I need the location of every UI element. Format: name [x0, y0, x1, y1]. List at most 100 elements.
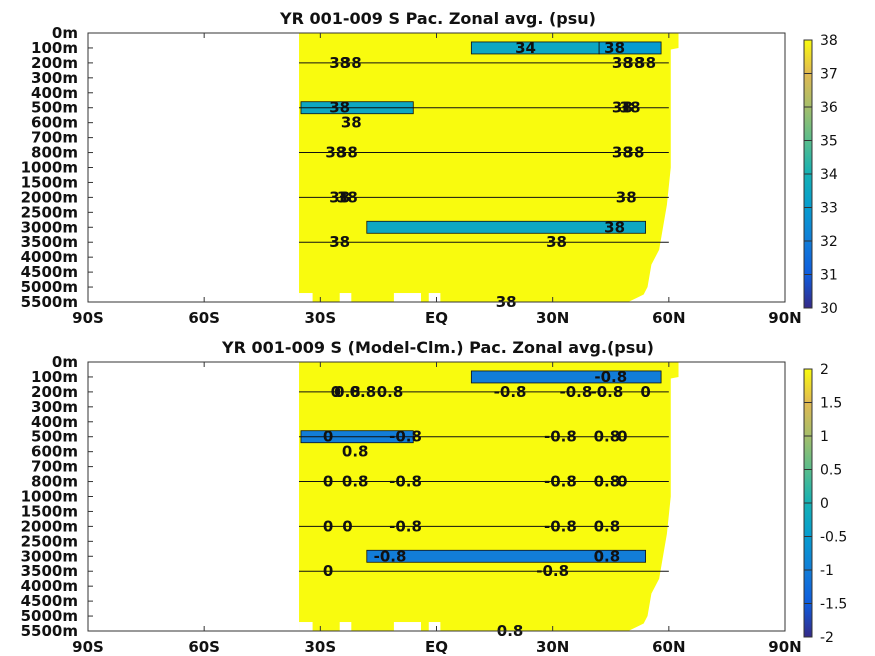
colorbar-tick-label: 1 [820, 429, 829, 445]
contour-label: 0.8 [594, 473, 621, 491]
plot-area [299, 33, 679, 302]
x-tick-label: 60S [188, 638, 220, 656]
plot-area [299, 362, 679, 631]
y-tick-label: 3000m [21, 218, 78, 236]
chart-title: YR 001-009 S (Model-Clm.) Pac. Zonal avg… [221, 338, 654, 357]
y-tick-label: 3500m [21, 562, 78, 580]
topography-mask [339, 622, 352, 631]
contour-label: 0 [323, 517, 333, 535]
topography-mask [428, 293, 441, 302]
y-tick-label: 2500m [21, 203, 78, 221]
contour-band [366, 220, 646, 234]
y-tick-label: 3500m [21, 233, 78, 251]
contour-label: 38 [612, 54, 633, 72]
colorbar-tick-label: -1.5 [820, 597, 847, 613]
x-tick-label: 90N [768, 638, 801, 656]
contour-label: 0 [331, 383, 341, 401]
contour-label: 0.8 [342, 473, 369, 491]
colorbar-tick-label: 38 [820, 33, 838, 49]
y-tick-label: 700m [31, 458, 78, 476]
contour-band [366, 549, 646, 563]
colorbar-tick-label: 35 [820, 134, 838, 150]
y-tick-label: 5500m [21, 293, 78, 311]
contour-label: 38 [612, 99, 633, 117]
contour-label: 0.8 [377, 383, 404, 401]
y-tick-label: 4500m [21, 592, 78, 610]
y-tick-label: 300m [31, 398, 78, 416]
colorbar-tick-label: 36 [820, 100, 838, 116]
contour-label: 0 [323, 473, 333, 491]
contour-label: 0 [323, 562, 333, 580]
topography-mask [299, 293, 313, 302]
topography-mask [428, 622, 441, 631]
contour-label: 0.8 [594, 428, 621, 446]
contour-label: 0 [617, 473, 627, 491]
y-tick-label: 100m [31, 39, 78, 57]
y-tick-label: 3000m [21, 547, 78, 565]
contour-label: 38 [341, 54, 362, 72]
ocean-basin-fill [299, 362, 679, 631]
y-tick-label: 1500m [21, 502, 78, 520]
y-tick-label: 4000m [21, 577, 78, 595]
x-tick-label: EQ [425, 309, 448, 327]
colorbar-tick-label: 0 [820, 496, 829, 512]
contour-label: -0.8 [544, 428, 577, 446]
x-tick-label: 30N [536, 309, 569, 327]
y-tick-label: 4500m [21, 263, 78, 281]
contour-label: 0 [342, 517, 352, 535]
y-tick-label: 5000m [21, 278, 78, 296]
x-tick-label: 90N [768, 309, 801, 327]
y-tick-label: 5500m [21, 622, 78, 640]
x-tick-label: 60N [652, 638, 685, 656]
contour-label: -0.8 [590, 383, 623, 401]
colorbar-tick-label: -0.5 [820, 530, 847, 546]
colorbar-tick-label: 33 [820, 201, 838, 217]
contour-label: 38 [546, 233, 567, 251]
y-tick-label: 1000m [21, 488, 78, 506]
contour-label: 38 [329, 54, 350, 72]
contour-label: -0.8 [494, 383, 527, 401]
colorbar-tick-label: 30 [820, 301, 838, 317]
ocean-basin-fill [299, 33, 679, 302]
y-tick-label: 5000m [21, 607, 78, 625]
contour-label: 38 [337, 188, 358, 206]
colorbar-tick-label: 2 [820, 362, 829, 378]
y-tick-label: 800m [31, 473, 78, 491]
contour-label: 38 [325, 144, 346, 162]
contour-label: 0.8 [342, 443, 369, 461]
topography-mask [393, 622, 422, 631]
topography-mask [393, 293, 422, 302]
colorbar-tick-label: -1 [820, 563, 834, 579]
contour-label: 38 [604, 39, 625, 57]
colorbar-tick-label: 1.5 [820, 396, 842, 412]
contour-label: -0.8 [389, 428, 422, 446]
contour-label: -0.8 [544, 517, 577, 535]
y-tick-label: 4000m [21, 248, 78, 266]
y-tick-label: 2000m [21, 188, 78, 206]
salinity-anomaly-panel: YR 001-009 S (Model-Clm.) Pac. Zonal avg… [21, 338, 848, 656]
y-tick-label: 700m [31, 129, 78, 147]
y-tick-label: 600m [31, 114, 78, 132]
y-tick-label: 0m [52, 24, 78, 42]
colorbar-tick-label: 0.5 [820, 463, 842, 479]
contour-label: 0.8 [594, 517, 621, 535]
contour-label: -0.8 [536, 562, 569, 580]
x-tick-label: 30S [304, 638, 336, 656]
contour-label: -0.8 [559, 383, 592, 401]
contour-label: 38 [635, 54, 656, 72]
colorbar-tick-label: 31 [820, 268, 838, 284]
contour-label: 0.8 [350, 383, 377, 401]
contour-band [470, 370, 662, 384]
contour-label: -0.8 [389, 473, 422, 491]
contour-label: 38 [616, 188, 637, 206]
y-tick-label: 800m [31, 144, 78, 162]
contour-label: -0.8 [544, 473, 577, 491]
contour-label: 0 [640, 383, 650, 401]
contour-band [598, 41, 662, 55]
contour-label: 38 [604, 218, 625, 236]
y-tick-label: 300m [31, 69, 78, 87]
contour-label: 38 [329, 99, 350, 117]
contour-label: 38 [329, 188, 350, 206]
y-tick-label: 2000m [21, 517, 78, 535]
y-tick-label: 1000m [21, 159, 78, 177]
